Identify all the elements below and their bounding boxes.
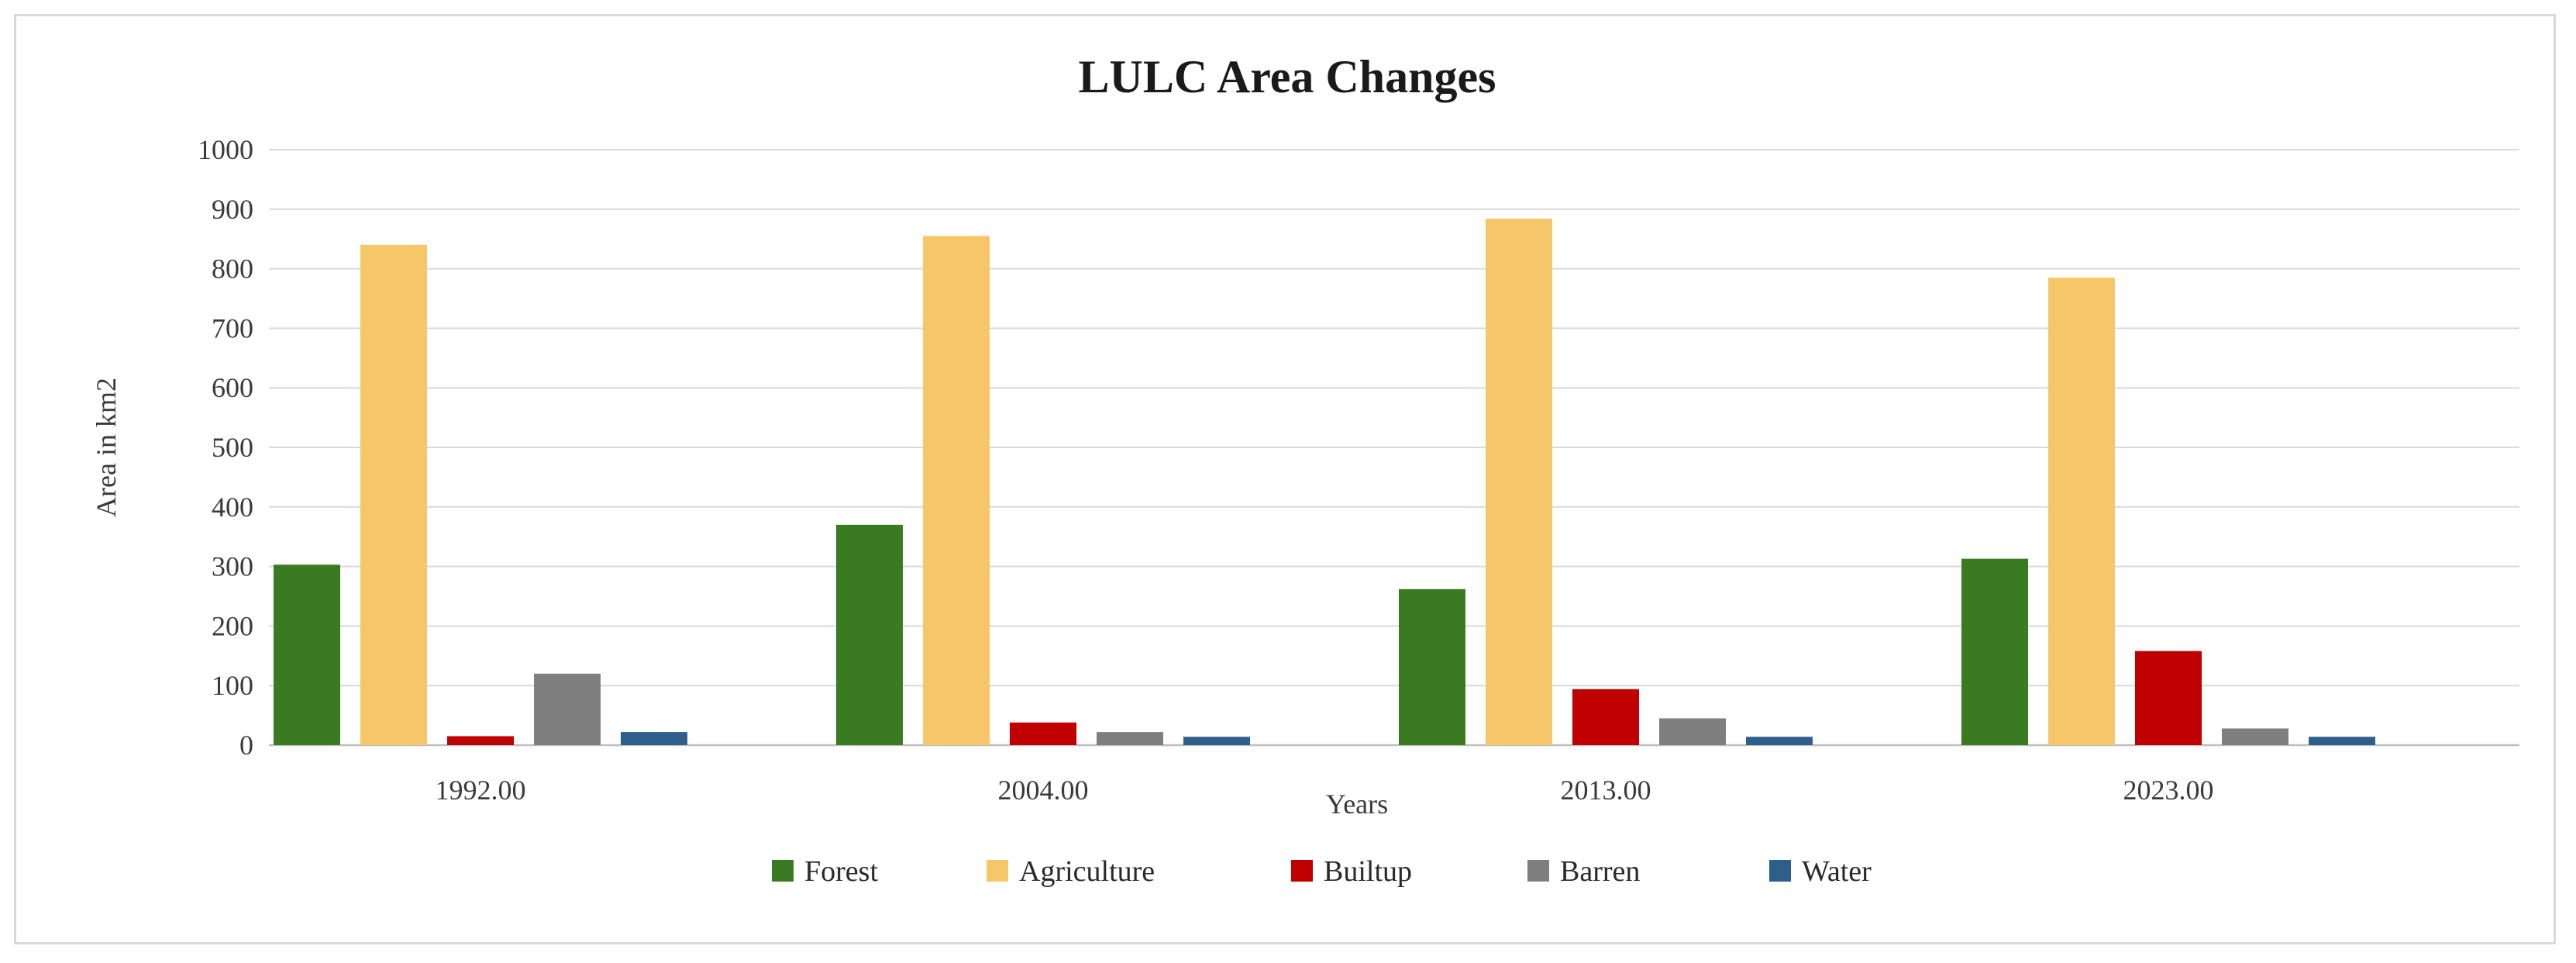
y-tick-label: 700 [212, 312, 253, 343]
y-tick-label: 1000 [198, 134, 253, 165]
x-axis-label: Years [1326, 789, 1388, 820]
legend-label-agriculture: Agriculture [1019, 855, 1155, 888]
chart-frame: LULC Area Changes 0 100 200 300 400 500 600 700… [14, 14, 2556, 944]
y-tick-label: 100 [212, 670, 253, 701]
y-axis-label: Area in km2 [91, 378, 122, 517]
bar-agriculture-2 [1486, 219, 1552, 745]
x-tick-label: 1992.00 [436, 775, 526, 806]
bar-barren-3 [2222, 728, 2288, 745]
legend: Forest Agriculture Builtup Barren Water [772, 855, 1872, 888]
bar-forest-3 [1961, 558, 2028, 745]
bar-forest-1 [836, 524, 903, 745]
y-tick-label: 600 [212, 372, 253, 403]
legend-label-forest: Forest [804, 855, 878, 888]
bar-water-2 [1746, 737, 1813, 745]
bar-forest-2 [1399, 588, 1465, 745]
bar-builtup-2 [1572, 689, 1639, 745]
bar-agriculture-3 [2048, 278, 2115, 745]
legend-swatch-builtup [1291, 860, 1313, 882]
legend-swatch-barren [1527, 860, 1549, 882]
bar-builtup-1 [1010, 722, 1076, 745]
bar-forest-0 [274, 564, 340, 745]
y-axis-ticks: 0 100 200 300 400 500 600 700 800 900 1000 [198, 134, 253, 761]
bar-agriculture-1 [923, 236, 990, 745]
y-tick-label: 300 [212, 551, 253, 582]
bar-builtup-0 [447, 736, 514, 745]
x-axis-ticks: 1992.00 2004.00 2013.00 2023.00 [436, 775, 2214, 806]
y-tick-label: 800 [212, 254, 253, 285]
x-tick-label: 2004.00 [998, 775, 1089, 806]
chart-title: LULC Area Changes [1079, 51, 1496, 102]
gridlines [269, 149, 2519, 747]
legend-swatch-forest [772, 860, 794, 882]
legend-swatch-water [1769, 860, 1791, 882]
bar-barren-1 [1097, 732, 1163, 745]
x-tick-label: 2013.00 [1561, 775, 1651, 806]
bar-chart: LULC Area Changes 0 100 200 300 400 500 600 700… [91, 51, 2519, 888]
y-tick-label: 400 [212, 492, 253, 523]
legend-label-water: Water [1802, 855, 1872, 888]
y-tick-label: 900 [212, 194, 253, 225]
x-tick-label: 2023.00 [2123, 775, 2214, 806]
bar-barren-0 [534, 673, 601, 745]
bar-water-3 [2309, 737, 2375, 745]
bar-water-0 [621, 732, 687, 745]
y-tick-label: 200 [212, 610, 253, 641]
legend-swatch-agriculture [987, 860, 1008, 882]
bar-agriculture-0 [360, 244, 427, 745]
y-tick-label: 0 [239, 730, 253, 761]
legend-label-builtup: Builtup [1324, 855, 1412, 888]
legend-label-barren: Barren [1560, 855, 1640, 888]
bars [274, 219, 2375, 745]
bar-builtup-3 [2135, 651, 2202, 745]
bar-water-1 [1183, 737, 1250, 745]
bar-barren-2 [1659, 718, 1726, 745]
y-tick-label: 500 [212, 432, 253, 463]
